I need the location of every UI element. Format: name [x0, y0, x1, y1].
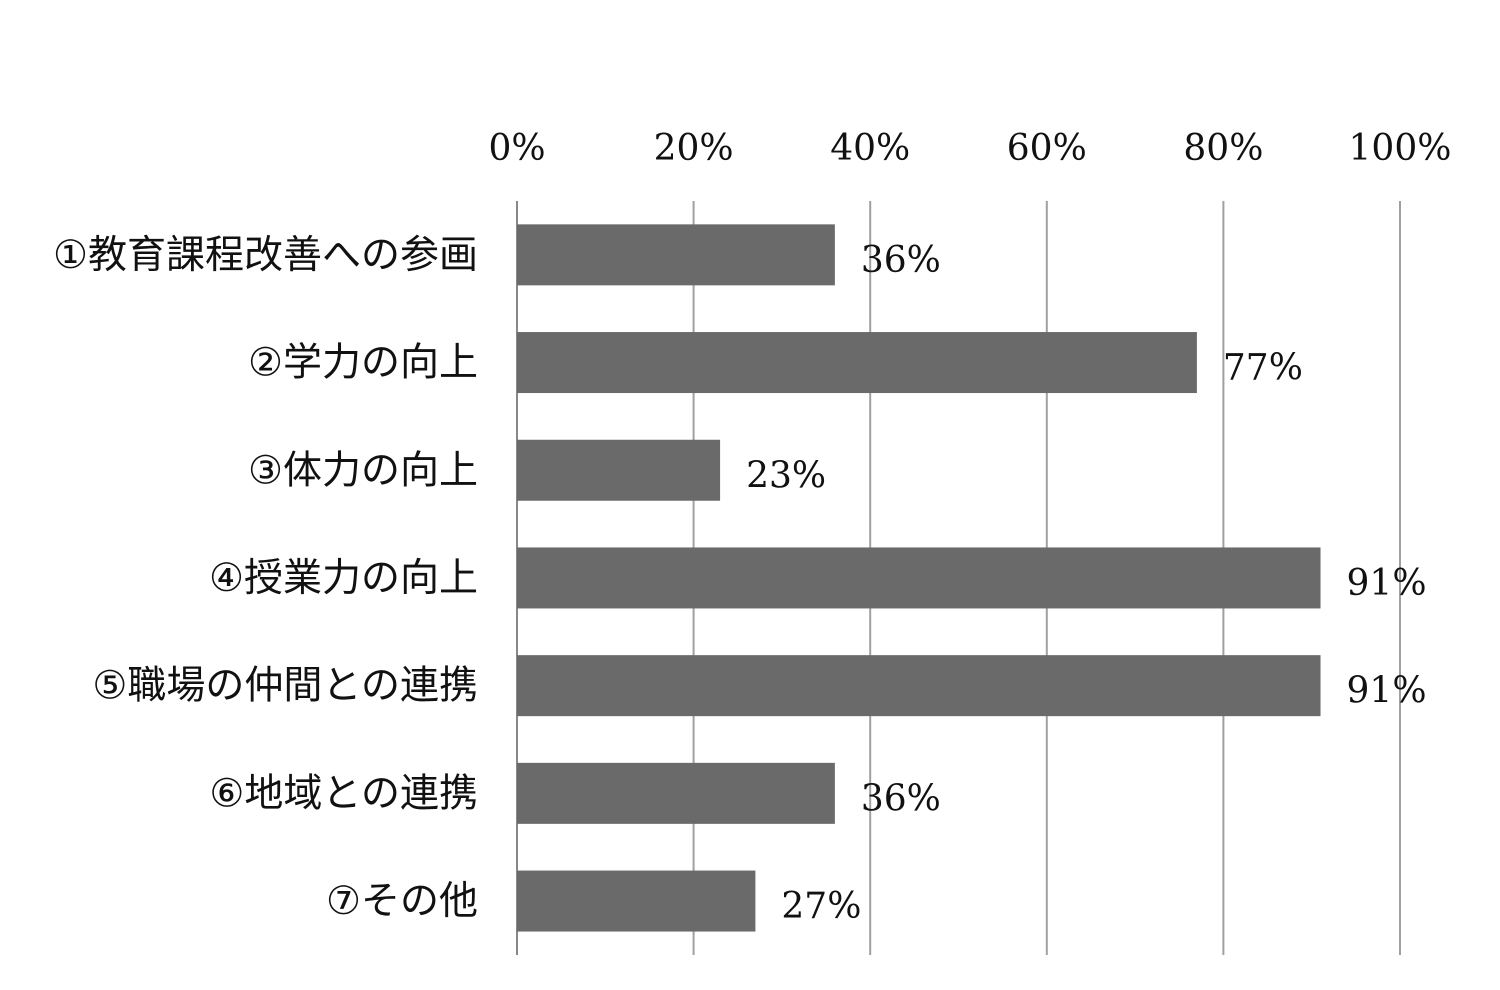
bar [517, 655, 1321, 717]
category-label: ③体力の向上 [248, 448, 478, 493]
bar [517, 762, 835, 824]
category-label: ⑦その他 [326, 879, 478, 924]
x-tick-label: 80% [1183, 128, 1263, 169]
bar [517, 224, 835, 286]
bars [517, 224, 1321, 932]
category-labels: ①教育課程改善への参画 ②学力の向上 ③体力の向上 ④授業力の向上 ⑤職場の仲間との連携… [53, 233, 478, 924]
category-label: ②学力の向上 [248, 341, 478, 386]
bar [517, 547, 1321, 609]
x-tick-label: 20% [654, 128, 734, 169]
data-label: 91% [1347, 563, 1427, 604]
data-label: 36% [861, 240, 941, 281]
data-label: 23% [746, 455, 826, 496]
x-tick-label: 40% [830, 128, 910, 169]
category-label: ①教育課程改善への参画 [53, 233, 478, 278]
data-label: 91% [1347, 671, 1427, 712]
x-tick-label: 60% [1007, 128, 1087, 169]
data-labels: 36% 77% 23% 91% 91% 36% 27% [746, 240, 1426, 927]
category-label: ⑤職場の仲間との連携 [92, 664, 478, 709]
bar [517, 439, 721, 501]
bar [517, 870, 756, 932]
bar [517, 332, 1197, 394]
category-label: ⑥地域との連携 [209, 771, 478, 816]
data-label: 77% [1223, 348, 1303, 389]
x-axis-tick-labels: 0% 20% 40% 60% 80% 100% [488, 128, 1451, 169]
data-label: 27% [781, 886, 861, 927]
data-label: 36% [861, 778, 941, 819]
x-tick-label: 0% [488, 128, 545, 169]
category-label: ④授業力の向上 [209, 556, 478, 601]
x-tick-label: 100% [1349, 128, 1452, 169]
